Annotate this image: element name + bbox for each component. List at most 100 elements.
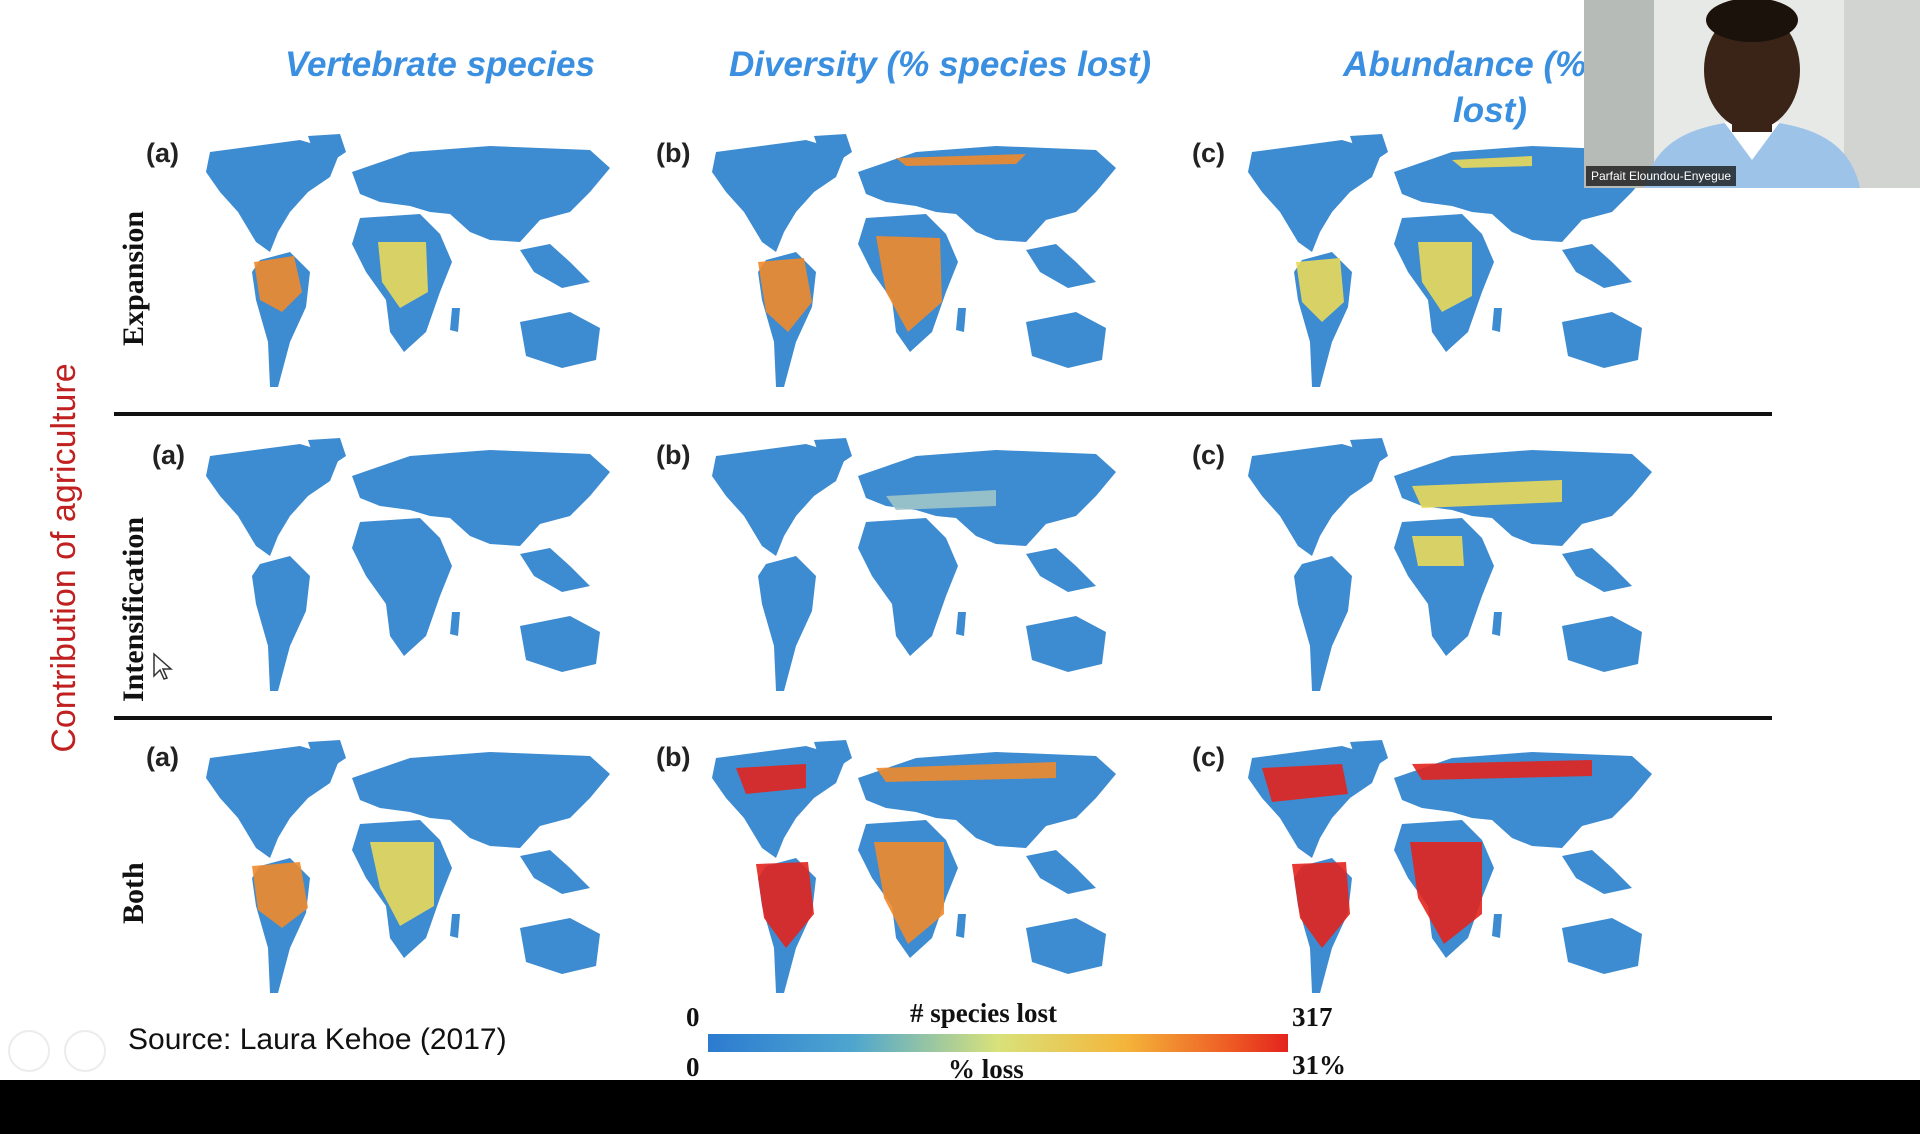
continent-samerica [758, 556, 816, 691]
continent-seasia [520, 850, 590, 894]
continent-australia [520, 616, 600, 672]
biodiversity-loss-region [886, 490, 996, 510]
biodiversity-loss-region [1262, 764, 1348, 802]
world-map [712, 134, 1116, 387]
continent-eurasia [352, 752, 610, 848]
continent-australia [1562, 312, 1642, 368]
legend-bottom-max: 31% [1292, 1050, 1346, 1080]
continent-greenland [814, 740, 852, 770]
continent-samerica [1294, 556, 1352, 691]
screen-bottom-bar [0, 1080, 1920, 1134]
world-map [712, 438, 1116, 691]
continent-madagascar [450, 308, 460, 332]
panel-letter: (a) [152, 440, 185, 470]
biodiversity-loss-region [876, 236, 942, 332]
world-map [1248, 740, 1652, 993]
biodiversity-loss-region [1418, 242, 1472, 312]
continent-namerica [1248, 140, 1382, 252]
continent-namerica [712, 140, 846, 252]
biodiversity-loss-region [1412, 480, 1562, 508]
legend-bottom-title: % loss [948, 1054, 1024, 1080]
row-label-intensification: Intensification [117, 516, 150, 702]
panel-letter: (a) [146, 742, 179, 772]
world-map [712, 740, 1116, 993]
world-map [206, 134, 610, 387]
panel-letter: (a) [146, 138, 179, 168]
continent-greenland [814, 134, 852, 164]
biodiversity-loss-region [1412, 536, 1464, 566]
continent-greenland [814, 438, 852, 468]
biodiversity-loss-region [758, 258, 812, 332]
player-control-icon[interactable] [8, 1030, 50, 1072]
continent-seasia [1026, 850, 1096, 894]
continent-seasia [1562, 244, 1632, 288]
biodiversity-loss-region [378, 242, 428, 308]
row-divider [114, 716, 1772, 720]
continent-greenland [308, 134, 346, 164]
participant-name-label: Parfait Eloundou-Enyegue [1586, 166, 1737, 186]
cursor-arrow-icon [153, 652, 173, 680]
continent-madagascar [1492, 612, 1502, 636]
continent-madagascar [1492, 914, 1502, 938]
continent-namerica [206, 444, 340, 556]
panel-letter: (b) [656, 440, 691, 470]
webcam-video-tile[interactable] [1584, 0, 1920, 188]
source-citation: Source: Laura Kehoe (2017) [128, 1023, 507, 1056]
biodiversity-loss-region [1296, 258, 1344, 322]
player-control-icon[interactable] [64, 1030, 106, 1072]
header-vertebrate-species: Vertebrate species [285, 45, 595, 84]
row-label-expansion: Expansion [117, 210, 150, 346]
legend-top-max: 317 [1292, 1002, 1333, 1032]
continent-greenland [1350, 740, 1388, 770]
continent-seasia [520, 548, 590, 592]
continent-madagascar [956, 914, 966, 938]
continent-namerica [712, 444, 846, 556]
world-map [206, 438, 610, 691]
continent-greenland [308, 438, 346, 468]
biodiversity-loss-region [370, 842, 434, 926]
continent-africa [858, 518, 958, 656]
biodiversity-loss-region [1410, 842, 1482, 944]
panel-letter: (c) [1192, 440, 1225, 470]
legend-top-title: # species lost [910, 998, 1057, 1028]
biodiversity-loss-region [254, 256, 302, 312]
biodiversity-loss-region [896, 154, 1026, 166]
continent-australia [1026, 918, 1106, 974]
continent-seasia [1026, 244, 1096, 288]
biodiversity-loss-region [876, 762, 1056, 782]
legend-bottom-min: 0 [686, 1052, 700, 1080]
biodiversity-loss-region [736, 764, 806, 794]
legend-top-min: 0 [686, 1002, 700, 1032]
continent-madagascar [450, 914, 460, 938]
header-diversity: Diversity (% species lost) [728, 45, 1152, 84]
continent-eurasia [858, 146, 1116, 242]
panel-letter: (b) [656, 742, 691, 772]
row-label-both: Both [117, 862, 150, 924]
biodiversity-loss-region [1292, 862, 1350, 948]
continent-seasia [520, 244, 590, 288]
continent-africa [352, 518, 452, 656]
continent-australia [1026, 312, 1106, 368]
continent-madagascar [450, 612, 460, 636]
continent-seasia [1562, 548, 1632, 592]
continent-australia [1562, 918, 1642, 974]
continent-madagascar [956, 308, 966, 332]
continent-namerica [206, 746, 340, 858]
continent-samerica [252, 556, 310, 691]
continent-madagascar [956, 612, 966, 636]
continent-greenland [308, 740, 346, 770]
continent-seasia [1026, 548, 1096, 592]
panel-letter: (c) [1192, 138, 1225, 168]
y-axis-title: Contribution of agriculture [45, 363, 83, 753]
biodiversity-loss-region [756, 862, 814, 948]
continent-seasia [1562, 850, 1632, 894]
participant-video [1584, 0, 1920, 188]
panel-letter: (c) [1192, 742, 1225, 772]
world-map [1248, 438, 1652, 691]
biodiversity-loss-region [1412, 760, 1592, 780]
continent-australia [1026, 616, 1106, 672]
continent-namerica [206, 140, 340, 252]
continent-eurasia [352, 450, 610, 546]
continent-australia [520, 312, 600, 368]
panel-letter: (b) [656, 138, 691, 168]
